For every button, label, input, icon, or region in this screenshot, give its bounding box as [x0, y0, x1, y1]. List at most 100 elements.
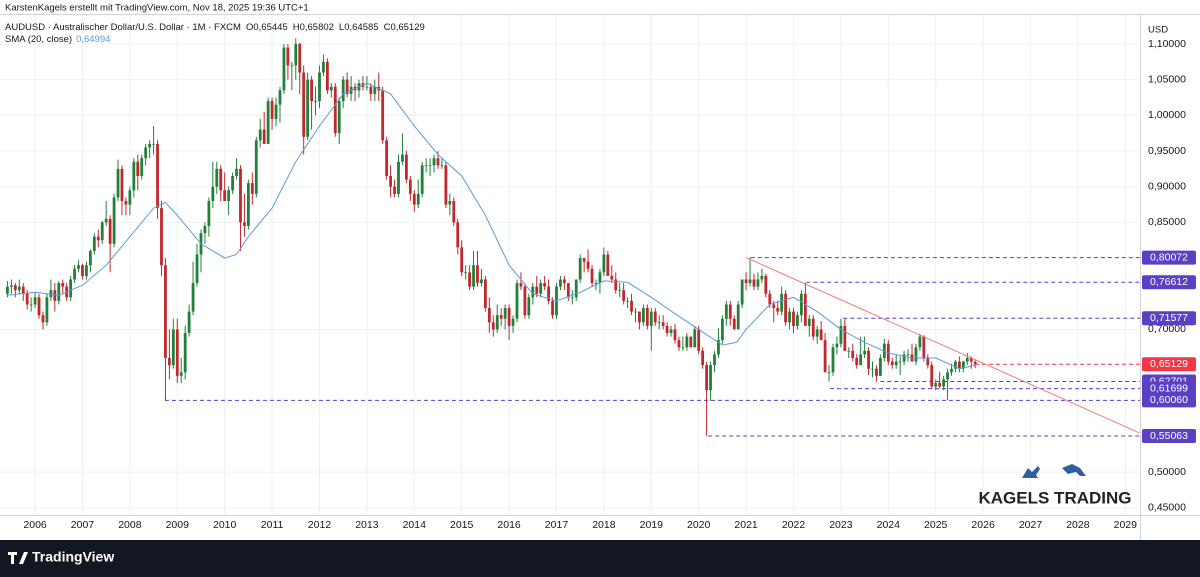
candle-body — [764, 275, 768, 294]
candle-body — [906, 354, 910, 356]
candle-body — [902, 354, 906, 362]
candle-body — [53, 290, 57, 301]
candle-body — [175, 329, 179, 376]
candle-body — [77, 265, 80, 269]
candle-body — [586, 261, 590, 269]
candle-body — [574, 279, 578, 298]
level-label-box — [1142, 275, 1196, 290]
candle-body — [385, 140, 389, 177]
level-label: 0,55063 — [1150, 430, 1188, 442]
candle-body — [847, 350, 851, 352]
candle-body — [318, 72, 321, 102]
y-tick-label: 0,45000 — [1148, 502, 1186, 514]
candle-body — [92, 236, 96, 251]
candle-body — [531, 286, 535, 298]
candle-body — [665, 325, 669, 334]
candle-body — [104, 218, 108, 223]
candle-body — [373, 86, 377, 94]
candle-body — [286, 47, 290, 66]
candle-body — [539, 283, 543, 294]
candle-body — [693, 329, 697, 348]
candle-body — [701, 350, 705, 366]
candle-body — [559, 279, 562, 287]
candle-body — [456, 222, 460, 248]
x-tick-label: 2007 — [71, 519, 95, 531]
x-tick-label: 2010 — [213, 519, 237, 531]
x-tick-label: 2021 — [734, 519, 758, 531]
y-tick-label: 0,85000 — [1148, 216, 1186, 228]
candle-body — [926, 357, 930, 366]
candle-body — [894, 361, 898, 366]
y-tick-label: 1,00000 — [1148, 109, 1186, 121]
x-tick-label: 2009 — [166, 519, 190, 531]
candle-body — [246, 183, 250, 226]
candle-body — [57, 283, 61, 301]
candle-body — [626, 300, 629, 302]
candle-body — [697, 329, 701, 351]
ohlc-value: 0,65445 — [253, 22, 287, 33]
level-label-box — [1142, 429, 1196, 444]
candle-body — [732, 318, 736, 330]
candle-body — [393, 186, 396, 194]
candle-body — [772, 304, 776, 309]
ohlc-value: 0,65802 — [300, 22, 334, 33]
candle-body — [144, 147, 148, 159]
candle-body — [519, 283, 523, 287]
candle-body — [756, 279, 760, 287]
candle-body — [191, 283, 195, 312]
candle-body — [768, 293, 772, 305]
candle-body — [235, 168, 238, 177]
candle-body — [381, 90, 385, 141]
candle-body — [120, 168, 124, 201]
candle-body — [614, 279, 618, 291]
candle-body — [369, 86, 373, 94]
candle-body — [274, 104, 278, 119]
candle-body — [116, 168, 120, 198]
candle-body — [961, 361, 965, 369]
candle-body — [934, 382, 938, 387]
candle-body — [306, 79, 310, 137]
candle-body — [855, 357, 859, 366]
ohlc-legend: O0,65445 H0,65802 L0,64585 C0,65129 — [246, 22, 425, 33]
candle-body — [322, 61, 325, 73]
footer-bar — [0, 540, 1200, 577]
x-tick-label: 2012 — [308, 519, 332, 531]
watermark-logo — [1022, 464, 1086, 478]
candle-body — [480, 279, 483, 284]
candle-body — [535, 286, 539, 294]
candle-body — [187, 311, 191, 334]
candle-body — [81, 265, 84, 276]
candle-body — [41, 315, 45, 323]
candle-body — [511, 318, 515, 326]
candle-body — [618, 290, 622, 291]
candle-body — [720, 318, 724, 341]
candle-body — [950, 368, 953, 373]
candle-body — [203, 225, 207, 234]
x-tick-label: 2025 — [924, 519, 948, 531]
candle-body — [136, 161, 140, 177]
candle-body — [345, 79, 349, 94]
candle-body — [270, 101, 274, 119]
candle-body — [148, 143, 152, 148]
candle-body — [610, 275, 614, 280]
level-label-box — [1142, 381, 1196, 396]
candle-body — [867, 350, 870, 369]
candle-body — [333, 86, 337, 134]
sma-name: SMA (20, close) — [5, 34, 72, 45]
candle-body — [815, 329, 819, 337]
level-label-box — [1142, 393, 1196, 408]
candle-body — [641, 308, 645, 323]
candle-body — [669, 329, 673, 334]
candle-body — [491, 322, 495, 330]
candle-body — [432, 158, 436, 166]
candle-body — [325, 61, 329, 91]
candle-body — [499, 315, 503, 319]
candle-body — [969, 357, 973, 362]
trendline — [745, 257, 1140, 434]
candle-body — [973, 361, 977, 365]
candle-body — [792, 311, 795, 326]
candle-body — [547, 286, 550, 301]
candle-body — [582, 258, 586, 262]
header: KarstenKagels erstellt mit TradingView.c… — [5, 3, 309, 14]
candle-body — [140, 158, 144, 177]
